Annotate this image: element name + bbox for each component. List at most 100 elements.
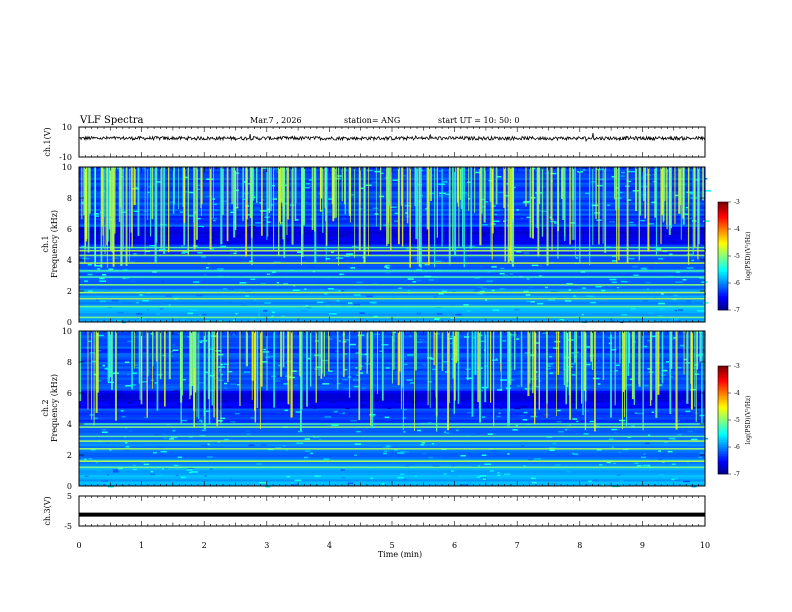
- spectrogram-speckle: [264, 302, 271, 304]
- sferic-streak: [574, 331, 576, 363]
- sferic-streak: [583, 331, 585, 391]
- sferic-streak: [655, 167, 657, 255]
- spectrogram-speckle: [621, 171, 625, 174]
- spectrogram-speckle: [609, 278, 617, 281]
- spectrogram-speckle: [163, 203, 170, 205]
- sferic-streak: [220, 167, 223, 245]
- spectrogram-speckle: [530, 272, 536, 275]
- spectrogram-speckle: [597, 360, 601, 362]
- spectrogram-speckle: [505, 450, 508, 453]
- spectrogram-speckle: [407, 354, 414, 356]
- sferic-streak: [288, 331, 290, 405]
- spectrogram-speckle: [372, 181, 378, 183]
- spectrogram-speckle: [170, 355, 175, 357]
- spectrogram-speckle: [306, 182, 310, 185]
- colorbar-cell: [718, 274, 728, 277]
- spectrogram-speckle: [291, 484, 298, 486]
- sferic-streak: [101, 167, 103, 198]
- spectrogram-speckle: [675, 281, 682, 283]
- spectrogram-speckle: [198, 226, 203, 229]
- spectrogram-speckle: [687, 430, 693, 433]
- colorbar-cell: [718, 407, 728, 410]
- sferic-streak: [227, 331, 229, 383]
- spectrogram-speckle: [334, 177, 341, 180]
- spectrogram-speckle: [118, 467, 123, 470]
- spectrogram-speckle: [470, 401, 478, 404]
- sferic-streak: [294, 167, 297, 203]
- spectrogram-speckle: [352, 263, 356, 265]
- spectrogram-speckle: [94, 215, 99, 217]
- spectrogram-speckle: [149, 245, 155, 247]
- spectrogram-speckle: [694, 373, 700, 375]
- spectrogram-speckle: [523, 411, 528, 414]
- sferic-streak: [152, 331, 154, 367]
- spectrogram-speckle: [214, 236, 220, 238]
- sferic-streak: [452, 331, 455, 379]
- x-tick-label: 2: [202, 541, 207, 550]
- colorbar-cell: [718, 218, 728, 221]
- spectrogram-speckle: [105, 442, 109, 444]
- sferic-streak: [320, 167, 323, 199]
- spectrogram-speckle: [182, 191, 190, 193]
- sferic-streak: [160, 167, 163, 249]
- sferic-streak: [137, 167, 140, 236]
- spectrogram-speckle: [606, 461, 612, 464]
- spectrogram-speckle: [462, 334, 466, 336]
- spectrogram-speckle: [588, 277, 593, 280]
- sferic-streak: [643, 167, 645, 201]
- sferic-streak: [196, 331, 198, 418]
- sferic-streak: [168, 167, 170, 253]
- spectrogram-speckle: [121, 238, 129, 240]
- ch1-ylabel: ch.1(V): [43, 127, 52, 156]
- spectrogram-row: [79, 395, 705, 398]
- spectrogram-speckle: [300, 310, 308, 312]
- spectrogram-speckle: [307, 357, 311, 360]
- spectrogram-speckle: [406, 332, 411, 335]
- spectrogram-speckle: [353, 294, 361, 296]
- spectrogram-speckle: [233, 252, 237, 255]
- sferic-streak: [688, 167, 690, 203]
- sferic-streak: [87, 167, 90, 253]
- spectrogram-speckle: [544, 286, 548, 289]
- spectrogram-speckle: [507, 453, 510, 455]
- spectrogram-speckle: [679, 344, 685, 347]
- spectrogram-speckle: [444, 431, 447, 433]
- colorbar-cell: [718, 393, 728, 396]
- spectrogram-speckle: [364, 363, 372, 365]
- sferic-streak: [697, 167, 699, 260]
- spectrogram-speckle: [354, 378, 362, 381]
- sferic-streak: [463, 167, 465, 268]
- sferic-streak: [139, 331, 141, 400]
- sferic-streak: [306, 331, 308, 407]
- spectrogram-speckle: [189, 191, 194, 194]
- spectrogram-speckle: [156, 474, 164, 477]
- spectrogram-speckle: [123, 378, 127, 381]
- sferic-streak: [557, 167, 560, 232]
- sferic-streak: [401, 331, 403, 388]
- spectrogram-speckle: [386, 267, 390, 269]
- spectrogram-speckle: [80, 458, 84, 460]
- spectrogram-speckle: [392, 462, 395, 464]
- spectrogram-row: [79, 277, 705, 281]
- spectrogram-speckle: [499, 228, 502, 230]
- spectrogram-speckle: [402, 230, 408, 233]
- colorbar-cell: [718, 465, 728, 468]
- colorbar-cell: [718, 284, 728, 287]
- spectrogram-speckle: [220, 363, 224, 366]
- spectrogram-speckle: [526, 300, 531, 303]
- spectrogram-speckle: [691, 259, 694, 262]
- spectrogram-speckle: [455, 429, 459, 432]
- sferic-streak: [589, 167, 591, 266]
- x-tick-label: 0: [76, 541, 81, 550]
- spectrogram-speckle: [382, 433, 386, 435]
- spectrogram-speckle: [198, 382, 205, 384]
- spectrogram-speckle: [571, 363, 575, 365]
- spectrogram-speckle: [109, 402, 114, 404]
- spectrogram-speckle: [307, 266, 315, 268]
- spectrogram-speckle: [324, 293, 328, 295]
- sferic-streak: [541, 167, 544, 237]
- y-tick-label: 0: [67, 318, 72, 327]
- colorbar-cell: [718, 283, 728, 286]
- sferic-streak: [226, 167, 229, 242]
- sferic-streak: [454, 331, 456, 401]
